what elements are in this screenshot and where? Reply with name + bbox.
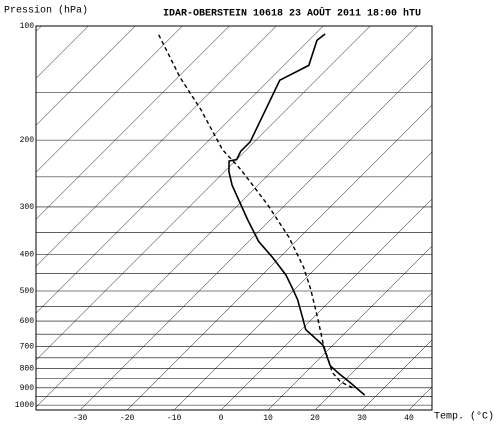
y-tick-label: 100 — [20, 22, 35, 31]
isotherm — [36, 26, 324, 314]
isotherm — [173, 151, 432, 410]
isotherm — [408, 386, 432, 410]
y-axis-label: Pression (hPa) — [4, 5, 88, 17]
x-tick-label: -10 — [167, 414, 182, 423]
x-tick-label: 10 — [263, 414, 273, 423]
x-tick-label: 30 — [357, 414, 367, 423]
x-tick-label: 40 — [404, 414, 414, 423]
isotherm — [36, 26, 230, 220]
isotherm — [36, 26, 418, 408]
isotherm — [79, 57, 432, 410]
isotherm — [314, 292, 432, 410]
y-tick-label: 800 — [20, 365, 35, 374]
y-tick-label: 300 — [20, 203, 35, 212]
y-tick-label: 600 — [20, 317, 35, 326]
isotherm — [36, 26, 371, 361]
y-tick-label: 1000 — [15, 401, 34, 410]
plot — [157, 33, 366, 396]
isotherm — [36, 26, 277, 267]
isotherm — [36, 26, 42, 32]
x-axis-label: Temp. (°C) — [434, 411, 494, 423]
isotherm — [220, 198, 432, 410]
grid — [36, 26, 432, 410]
y-tick-label: 200 — [20, 136, 35, 145]
isotherm — [36, 26, 183, 173]
chart-title: IDAR-OBERSTEIN 10618 23 AOÛT 2011 18:00 … — [163, 6, 421, 20]
y-tick-label: 700 — [20, 343, 35, 352]
isotherm — [36, 26, 136, 126]
isotherm — [36, 26, 89, 79]
plot-frame — [35, 25, 433, 411]
sounding-line — [228, 33, 366, 396]
y-tick-label: 400 — [20, 250, 35, 259]
x-tick-label: -20 — [120, 414, 135, 423]
isotherm — [361, 339, 432, 410]
isotherm — [267, 245, 432, 410]
y-tick-label: 900 — [20, 384, 35, 393]
y-tick-label: 500 — [20, 287, 35, 296]
x-tick-label: -30 — [73, 414, 88, 423]
isotherm — [126, 104, 432, 410]
x-tick-label: 0 — [219, 414, 224, 423]
sounding-line — [157, 33, 353, 389]
x-tick-label: 20 — [310, 414, 320, 423]
